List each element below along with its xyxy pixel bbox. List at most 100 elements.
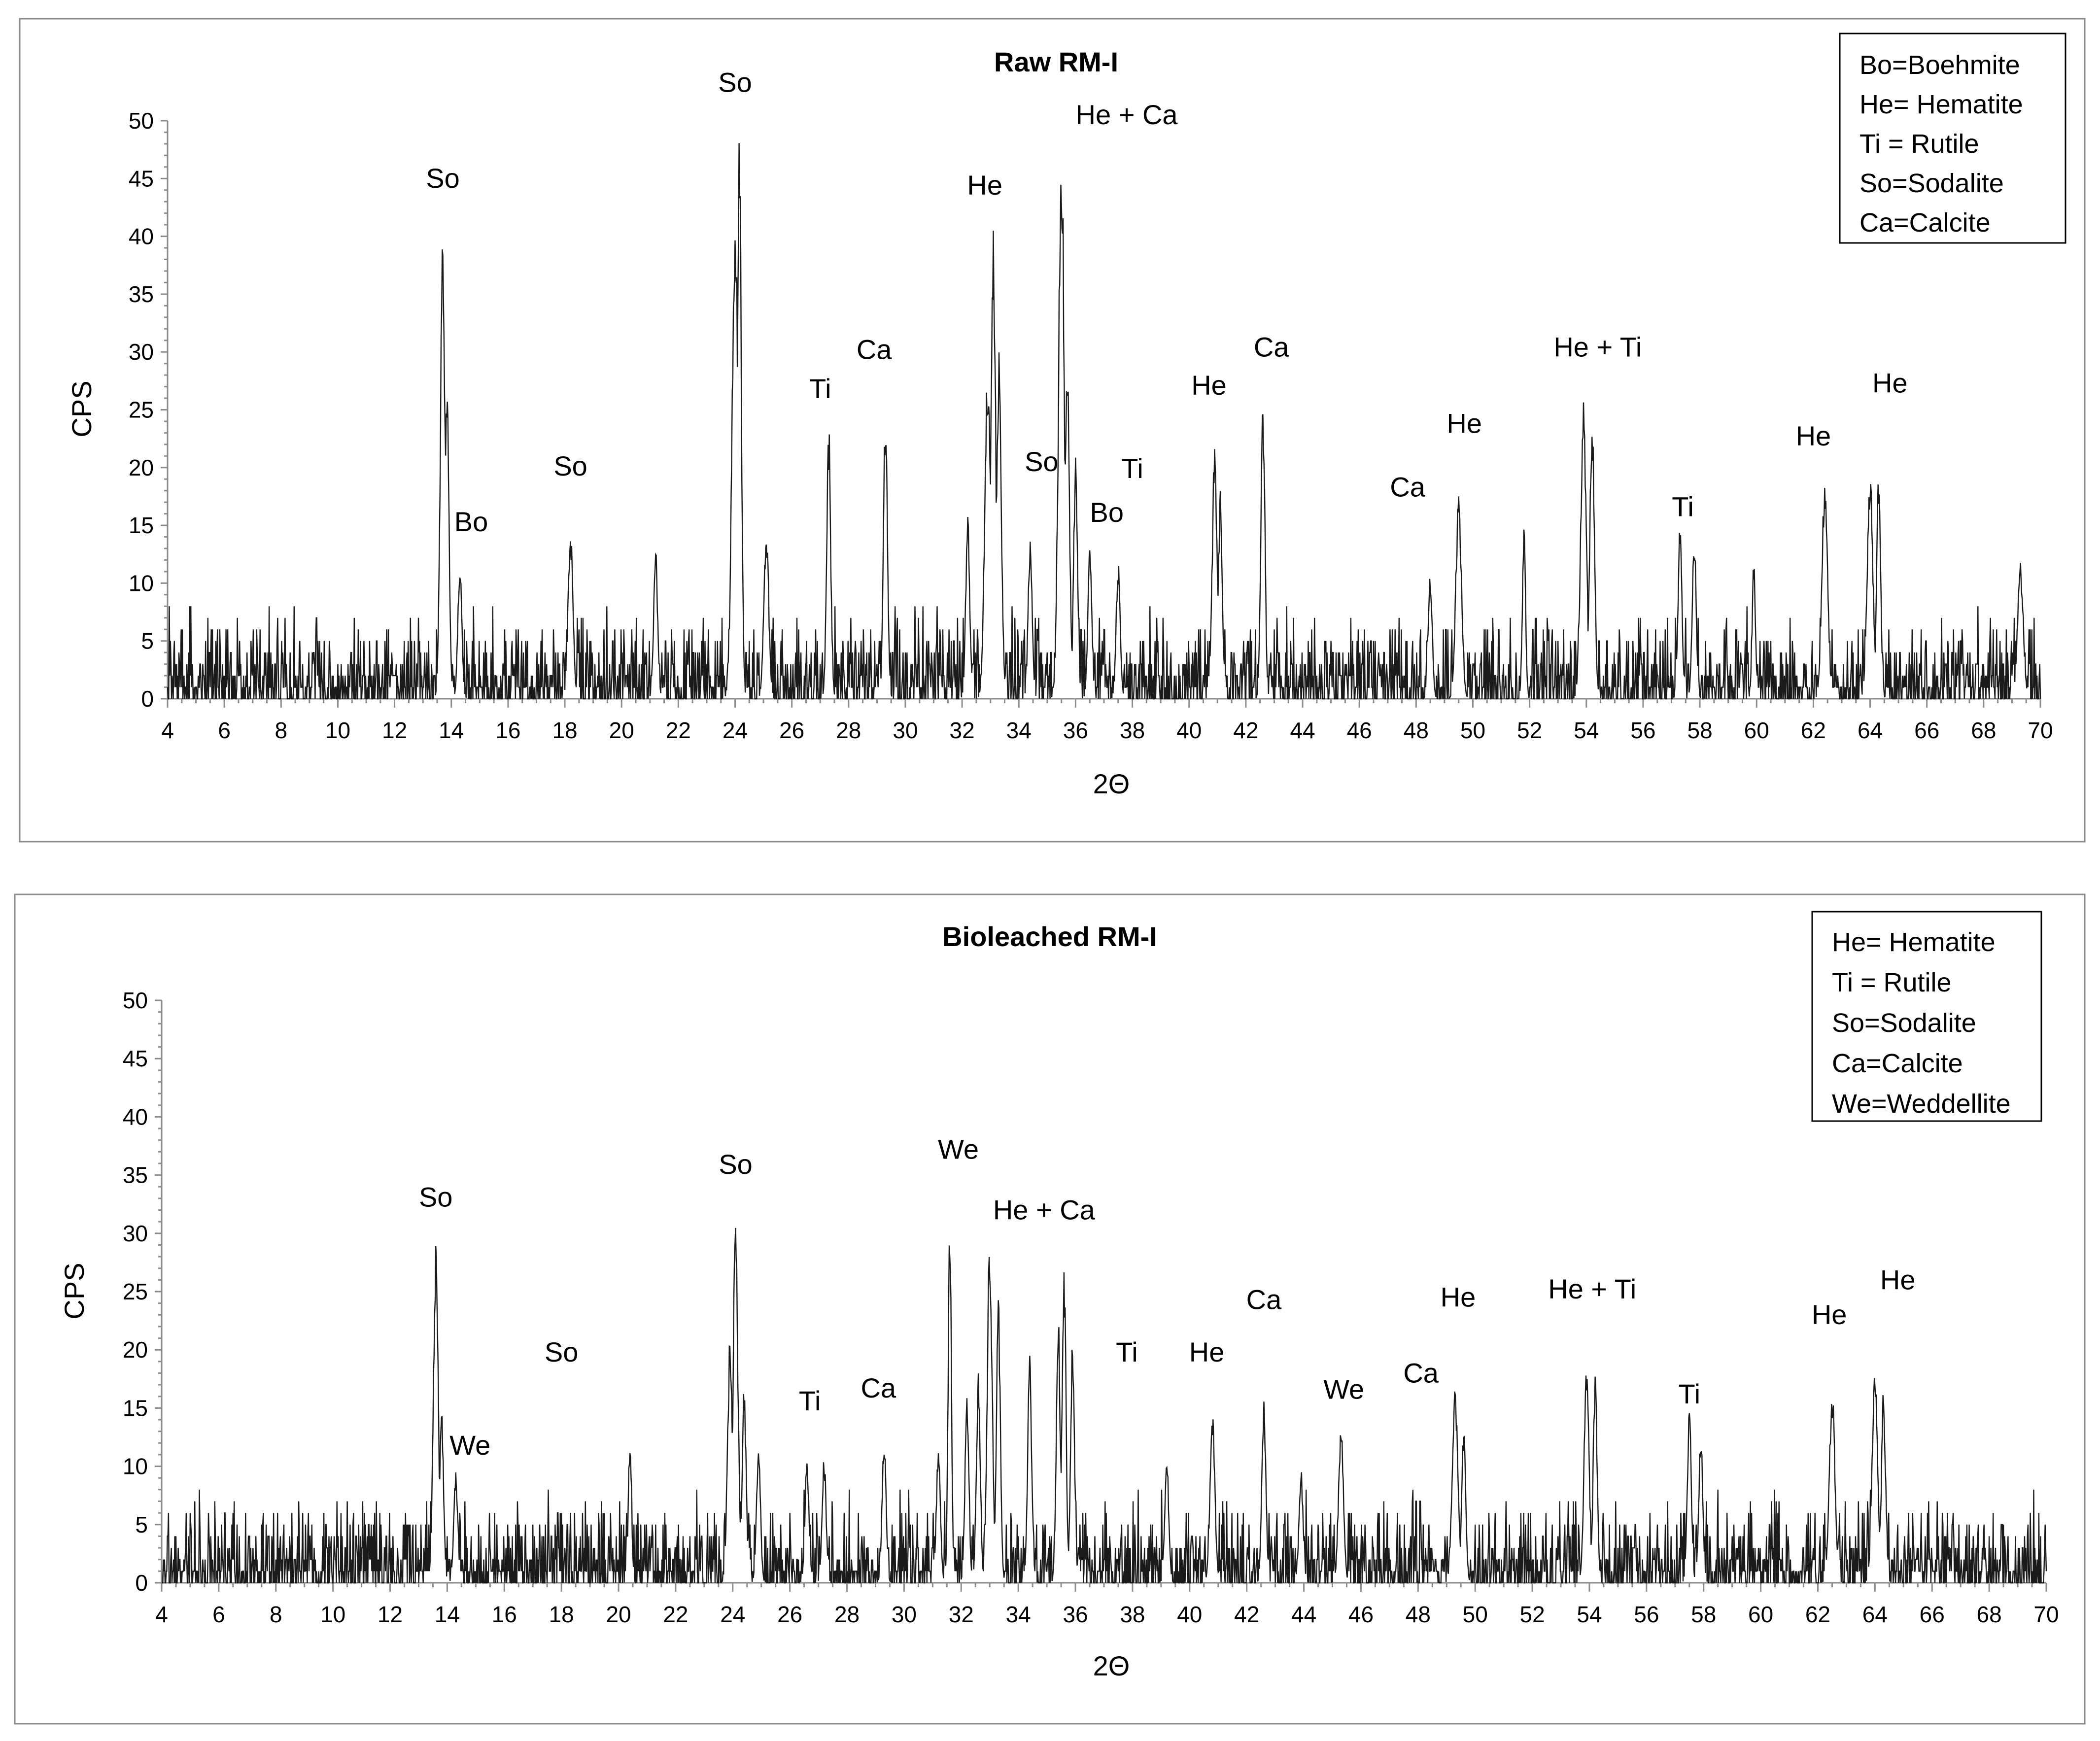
y-tick-label: 20 (123, 1337, 148, 1363)
bioleached-rm-i-y-axis-title: CPS (59, 1263, 90, 1319)
xrd-pattern-line (162, 1228, 2047, 1584)
peak-label: Ti (1116, 1336, 1138, 1367)
bioleached-rm-i-frame (14, 893, 2086, 1725)
y-tick-label: 50 (123, 988, 148, 1013)
raw-rm-i-legend: Bo=Boehmite He= Hematite Ti = Rutile So=… (1839, 33, 2066, 244)
y-tick-label: 5 (141, 628, 154, 654)
x-tick-label: 6 (218, 717, 231, 743)
x-tick-label: 60 (1744, 717, 1769, 743)
x-tick-label: 8 (270, 1602, 282, 1627)
x-tick-label: 12 (378, 1602, 403, 1627)
x-tick-label: 70 (2028, 717, 2053, 743)
bioleached-rm-i-series (162, 1228, 2047, 1584)
x-tick-label: 14 (435, 1602, 460, 1627)
bioleached-rm-i-panel: Bioleached RM-I 2Θ CPS 0 5 10 15 20 25 30 35 40 4… (14, 893, 2086, 1725)
peak-label: He (1872, 367, 1908, 398)
peak-label: He (1880, 1264, 1916, 1295)
x-tick-label: 64 (1862, 1602, 1888, 1627)
raw-rm-i-title: Raw RM-I (994, 46, 1118, 77)
x-tick-label: 44 (1291, 1602, 1316, 1627)
y-tick-label: 50 (129, 108, 154, 134)
legend-entry: Bo=Boehmite (1859, 50, 2020, 80)
x-tick-label: 60 (1748, 1602, 1773, 1627)
x-tick-label: 18 (549, 1602, 574, 1627)
x-tick-label: 30 (892, 1602, 917, 1627)
peak-label: He + Ti (1553, 332, 1642, 363)
x-tick-label: 62 (1801, 717, 1826, 743)
x-tick-label: 58 (1687, 717, 1713, 743)
x-tick-label: 14 (439, 717, 464, 743)
peak-label: We (449, 1430, 490, 1461)
legend-entry: Ca=Calcite (1859, 208, 1991, 238)
bioleached-rm-i-title: Bioleached RM-I (942, 921, 1157, 952)
peak-label: He + Ti (1548, 1273, 1636, 1304)
x-tick-label: 38 (1120, 1602, 1145, 1627)
peak-label: Ca (1390, 471, 1425, 502)
peak-label: He (1191, 370, 1227, 401)
x-tick-label: 68 (1971, 717, 1996, 743)
bioleached-rm-i-legend-box (1811, 911, 2042, 1122)
x-tick-label: 24 (720, 1602, 745, 1627)
x-tick-label: 42 (1234, 1602, 1259, 1627)
y-tick-label: 15 (123, 1395, 148, 1421)
raw-rm-i-y-axis-title: CPS (66, 380, 97, 437)
peak-label: Ca (1403, 1357, 1439, 1388)
x-tick-label: 44 (1290, 717, 1315, 743)
peak-label: So (545, 1336, 579, 1367)
y-tick-label: 40 (129, 224, 154, 249)
x-tick-label: 56 (1634, 1602, 1659, 1627)
x-tick-label: 20 (606, 1602, 631, 1627)
raw-rm-i-legend-box (1839, 33, 2066, 244)
bioleached-rm-i-legend: He= Hematite Ti = Rutile So=Sodalite Ca=… (1811, 911, 2042, 1122)
peak-label: Ti (799, 1385, 821, 1416)
peak-label: He (1441, 1282, 1476, 1313)
x-tick-label: 62 (1805, 1602, 1830, 1627)
peak-label: We (1323, 1373, 1364, 1404)
peak-label: He (1446, 408, 1482, 439)
y-tick-label: 40 (123, 1104, 148, 1129)
legend-entry: He= Hematite (1859, 90, 2023, 119)
peak-label: So (419, 1181, 453, 1212)
x-tick-label: 34 (1006, 717, 1032, 743)
x-tick-label: 32 (949, 1602, 974, 1627)
y-tick-label: 10 (129, 570, 154, 596)
x-tick-label: 52 (1517, 717, 1542, 743)
peak-label: So (718, 67, 752, 98)
x-tick-label: 36 (1063, 717, 1088, 743)
peak-label: He (967, 170, 1002, 201)
x-tick-label: 18 (552, 717, 577, 743)
x-tick-label: 16 (492, 1602, 517, 1627)
peak-label: Ca (1254, 332, 1289, 363)
y-tick-label: 5 (135, 1512, 148, 1537)
peak-label: He (1796, 420, 1831, 451)
legend-entry: So=Sodalite (1859, 169, 2004, 198)
peak-label: Ca (1246, 1284, 1282, 1315)
peak-label: We (938, 1134, 979, 1165)
x-tick-label: 38 (1120, 717, 1145, 743)
x-tick-label: 22 (666, 717, 691, 743)
peak-label: Ti (1672, 491, 1694, 522)
x-tick-label: 48 (1406, 1602, 1431, 1627)
x-tick-label: 10 (325, 717, 350, 743)
x-tick-label: 4 (161, 717, 174, 743)
legend-entry: He= Hematite (1832, 927, 1996, 957)
x-tick-label: 66 (1920, 1602, 1945, 1627)
y-tick-label: 30 (129, 339, 154, 365)
raw-rm-i-frame (19, 18, 2086, 843)
y-tick-label: 10 (123, 1454, 148, 1479)
peak-label: So (719, 1149, 753, 1180)
x-tick-label: 40 (1176, 717, 1202, 743)
legend-entry: So=Sodalite (1832, 1008, 1976, 1038)
x-tick-label: 32 (950, 717, 975, 743)
peak-label: Ti (1678, 1378, 1700, 1409)
x-tick-label: 54 (1577, 1602, 1602, 1627)
raw-rm-i-x-axis-title: 2Θ (1093, 768, 1130, 799)
x-tick-label: 26 (779, 717, 804, 743)
peak-label: Bo (1090, 497, 1124, 528)
x-tick-label: 24 (723, 717, 748, 743)
x-tick-label: 16 (495, 717, 520, 743)
y-tick-label: 20 (129, 455, 154, 480)
x-tick-label: 20 (609, 717, 634, 743)
x-tick-label: 28 (836, 717, 861, 743)
